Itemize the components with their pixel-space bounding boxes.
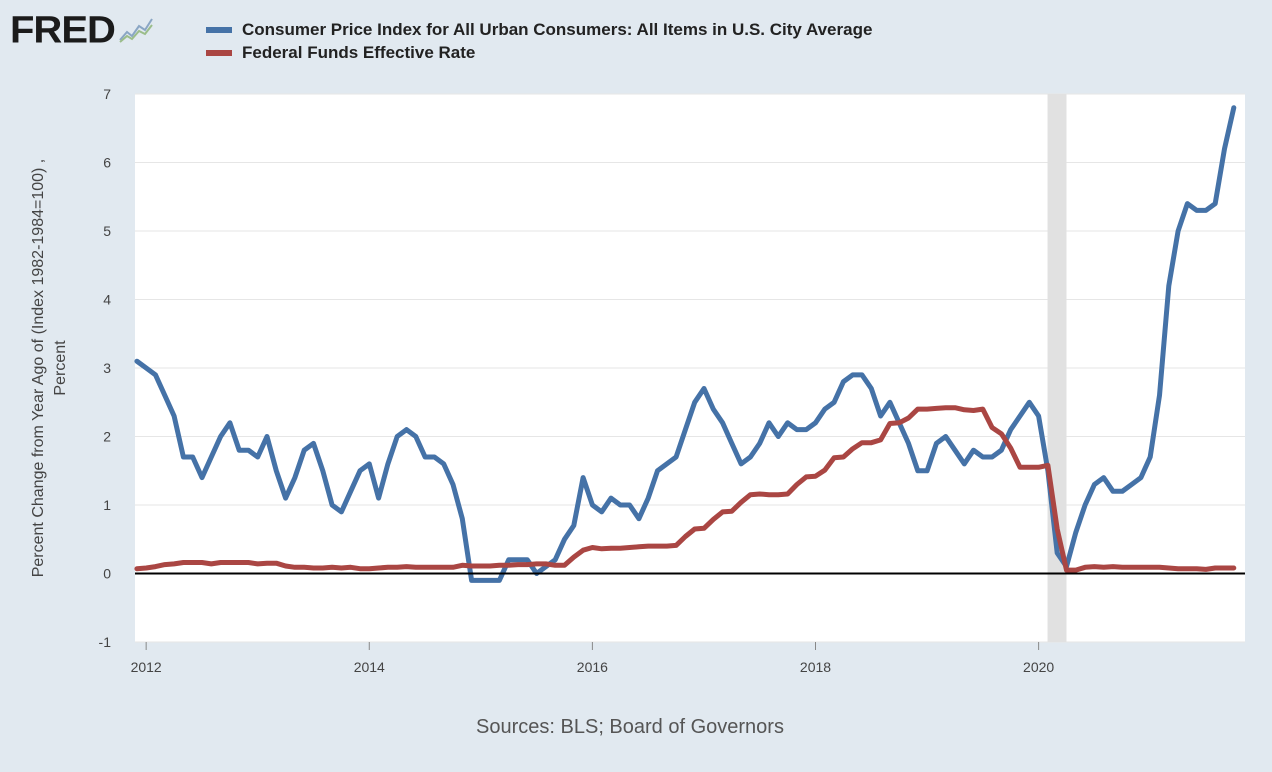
y-tick-label: 5 — [103, 223, 111, 239]
y-tick-label: 7 — [103, 86, 111, 102]
x-tick-label: 2018 — [800, 659, 831, 675]
legend-item-fedfunds[interactable]: Federal Funds Effective Rate — [206, 41, 872, 64]
y-tick-label: 1 — [103, 497, 111, 513]
y-tick-label: 6 — [103, 155, 111, 171]
y-tick-label: 3 — [103, 360, 111, 376]
logo-text: FRED — [10, 9, 116, 51]
line-chart[interactable]: -1 0 1 2 3 4 5 6 7 2012 2014 2016 2018 2020 — [0, 0, 1272, 700]
legend-swatch-fedfunds — [206, 49, 232, 56]
x-tick-label: 2014 — [354, 659, 385, 675]
y-tick-label: 4 — [103, 292, 111, 308]
source-note: Sources: BLS; Board of Governors — [476, 716, 784, 738]
x-tick-label: 2020 — [1023, 659, 1054, 675]
chart-series — [134, 105, 1237, 583]
x-axis-ticks: 2012 2014 2016 2018 2020 — [131, 642, 1054, 675]
y-tick-label: -1 — [99, 634, 112, 650]
series-line-fedfunds — [134, 405, 1237, 573]
legend-swatch-cpi — [206, 26, 232, 33]
y-tick-label: 0 — [103, 566, 111, 582]
y-axis-ticks: -1 0 1 2 3 4 5 6 7 — [99, 86, 112, 650]
y-tick-label: 2 — [103, 429, 111, 445]
legend-item-cpi[interactable]: Consumer Price Index for All Urban Consu… — [206, 18, 872, 41]
fred-logo[interactable]: FRED — [10, 8, 153, 52]
x-tick-label: 2012 — [131, 659, 162, 675]
x-tick-label: 2016 — [577, 659, 608, 675]
chart-legend: Consumer Price Index for All Urban Consu… — [206, 18, 872, 64]
legend-label-cpi: Consumer Price Index for All Urban Consu… — [242, 19, 873, 39]
fred-graph-icon — [119, 18, 153, 43]
legend-label-fedfunds: Federal Funds Effective Rate — [242, 42, 476, 62]
